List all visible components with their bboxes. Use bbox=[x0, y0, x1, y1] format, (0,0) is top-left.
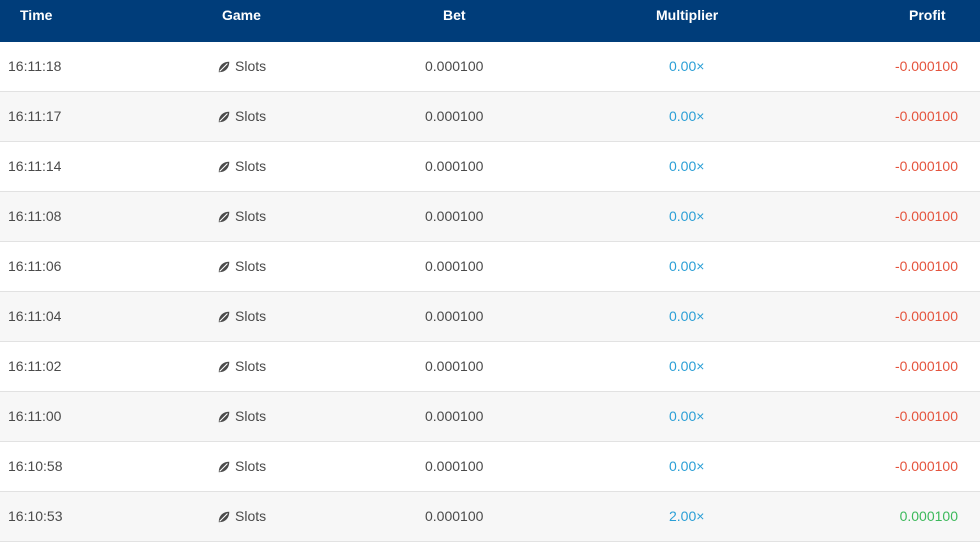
row-game[interactable]: Slots bbox=[217, 358, 266, 375]
header-profit: Profit bbox=[909, 7, 946, 23]
row-profit: -0.000100 bbox=[894, 308, 958, 324]
table-body: 16:11:18 Slots 0.000100 0.00× -0.000100 16:11… bbox=[0, 42, 980, 542]
row-multiplier: 0.00× bbox=[669, 158, 705, 174]
row-profit: -0.000100 bbox=[894, 208, 958, 224]
row-game[interactable]: Slots bbox=[217, 108, 266, 125]
row-time: 16:11:06 bbox=[8, 258, 62, 274]
row-profit: -0.000100 bbox=[894, 358, 958, 374]
row-bet: 0.000100 bbox=[425, 508, 484, 524]
table-row[interactable]: 16:10:53 Slots 0.000100 2.00× 0.000100 bbox=[0, 492, 980, 542]
row-game[interactable]: Slots bbox=[217, 58, 266, 75]
leaf-icon bbox=[217, 360, 231, 374]
row-profit: -0.000100 bbox=[894, 258, 958, 274]
row-game[interactable]: Slots bbox=[217, 458, 266, 475]
table-header: Time Game Bet Multiplier Profit bbox=[0, 0, 980, 42]
row-game-label: Slots bbox=[235, 458, 267, 474]
table-row[interactable]: 16:10:58 Slots 0.000100 0.00× -0.000100 bbox=[0, 442, 980, 492]
row-multiplier: 2.00× bbox=[669, 508, 705, 524]
table-row[interactable]: 16:11:18 Slots 0.000100 0.00× -0.000100 bbox=[0, 42, 980, 92]
table-row[interactable]: 16:11:14 Slots 0.000100 0.00× -0.000100 bbox=[0, 142, 980, 192]
row-bet: 0.000100 bbox=[425, 308, 484, 324]
header-bet: Bet bbox=[443, 7, 466, 23]
row-game-label: Slots bbox=[235, 308, 267, 324]
leaf-icon bbox=[217, 110, 231, 124]
header-multiplier: Multiplier bbox=[656, 7, 719, 23]
row-multiplier: 0.00× bbox=[669, 358, 705, 374]
row-bet: 0.000100 bbox=[425, 208, 484, 224]
row-multiplier: 0.00× bbox=[669, 108, 705, 124]
row-profit: -0.000100 bbox=[894, 58, 958, 74]
row-bet: 0.000100 bbox=[425, 358, 484, 374]
row-game-label: Slots bbox=[235, 508, 267, 524]
row-bet: 0.000100 bbox=[425, 158, 484, 174]
row-game[interactable]: Slots bbox=[217, 158, 266, 175]
row-game[interactable]: Slots bbox=[217, 258, 266, 275]
row-game-label: Slots bbox=[235, 158, 267, 174]
row-multiplier: 0.00× bbox=[669, 58, 705, 74]
row-bet: 0.000100 bbox=[425, 58, 484, 74]
leaf-icon bbox=[217, 460, 231, 474]
table-row[interactable]: 16:11:06 Slots 0.000100 0.00× -0.000100 bbox=[0, 242, 980, 292]
row-game-label: Slots bbox=[235, 408, 267, 424]
row-profit: -0.000100 bbox=[894, 408, 958, 424]
row-game-label: Slots bbox=[235, 208, 267, 224]
row-game[interactable]: Slots bbox=[217, 308, 266, 325]
row-time: 16:11:02 bbox=[8, 358, 62, 374]
row-profit: -0.000100 bbox=[894, 458, 958, 474]
row-bet: 0.000100 bbox=[425, 408, 484, 424]
leaf-icon bbox=[217, 60, 231, 74]
leaf-icon bbox=[217, 160, 231, 174]
leaf-icon bbox=[217, 410, 231, 424]
row-multiplier: 0.00× bbox=[669, 408, 705, 424]
row-game-label: Slots bbox=[235, 358, 267, 374]
row-profit: -0.000100 bbox=[894, 108, 958, 124]
row-multiplier: 0.00× bbox=[669, 258, 705, 274]
row-game[interactable]: Slots bbox=[217, 408, 266, 425]
table-row[interactable]: 16:11:17 Slots 0.000100 0.00× -0.000100 bbox=[0, 92, 980, 142]
header-time: Time bbox=[20, 7, 53, 23]
row-time: 16:11:18 bbox=[8, 58, 62, 74]
table-row[interactable]: 16:11:04 Slots 0.000100 0.00× -0.000100 bbox=[0, 292, 980, 342]
row-game-label: Slots bbox=[235, 108, 267, 124]
row-profit: -0.000100 bbox=[894, 158, 958, 174]
row-game-label: Slots bbox=[235, 58, 267, 74]
table-row[interactable]: 16:11:08 Slots 0.000100 0.00× -0.000100 bbox=[0, 192, 980, 242]
row-time: 16:11:14 bbox=[8, 158, 62, 174]
row-bet: 0.000100 bbox=[425, 258, 484, 274]
row-time: 16:11:08 bbox=[8, 208, 62, 224]
row-time: 16:11:00 bbox=[8, 408, 62, 424]
leaf-icon bbox=[217, 260, 231, 274]
row-bet: 0.000100 bbox=[425, 458, 484, 474]
leaf-icon bbox=[217, 510, 231, 524]
row-time: 16:10:58 bbox=[8, 458, 63, 474]
row-bet: 0.000100 bbox=[425, 108, 484, 124]
row-game-label: Slots bbox=[235, 258, 267, 274]
header-game: Game bbox=[222, 7, 261, 23]
leaf-icon bbox=[217, 310, 231, 324]
row-multiplier: 0.00× bbox=[669, 308, 705, 324]
table-row[interactable]: 16:11:00 Slots 0.000100 0.00× -0.000100 bbox=[0, 392, 980, 442]
row-profit: 0.000100 bbox=[899, 508, 958, 524]
row-time: 16:10:53 bbox=[8, 508, 63, 524]
row-game[interactable]: Slots bbox=[217, 508, 266, 525]
row-time: 16:11:04 bbox=[8, 308, 62, 324]
row-multiplier: 0.00× bbox=[669, 458, 705, 474]
leaf-icon bbox=[217, 210, 231, 224]
table-row[interactable]: 16:11:02 Slots 0.000100 0.00× -0.000100 bbox=[0, 342, 980, 392]
row-game[interactable]: Slots bbox=[217, 208, 266, 225]
row-multiplier: 0.00× bbox=[669, 208, 705, 224]
row-time: 16:11:17 bbox=[8, 108, 62, 124]
